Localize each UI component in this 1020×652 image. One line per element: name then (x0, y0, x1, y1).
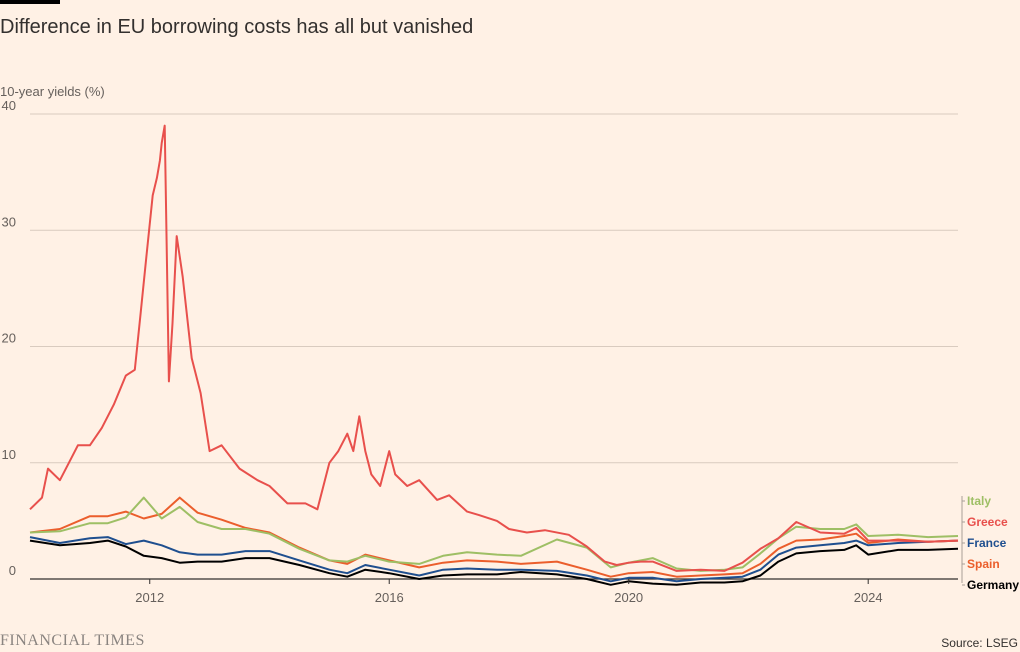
x-tick-label: 2016 (375, 590, 404, 605)
legend-label-france: France (967, 536, 1007, 550)
y-tick-label: 20 (2, 331, 16, 346)
x-tick-label: 2012 (135, 590, 164, 605)
y-tick-labels: 0 10 20 30 40 (2, 98, 16, 578)
legend-label-italy: Italy (967, 494, 991, 508)
x-tick-label: 2020 (614, 590, 643, 605)
series-lines (29, 124, 959, 586)
series-line-italy (29, 496, 959, 572)
ft-logo: FINANCIAL TIMES (0, 632, 145, 649)
y-tick-label: 40 (2, 98, 16, 113)
legend: Italy Greece France Spain Germany (961, 494, 1019, 592)
series-line-greece (29, 124, 959, 572)
x-tick-label: 2024 (854, 590, 883, 605)
legend-label-greece: Greece (967, 515, 1008, 529)
series-line-germany (29, 539, 959, 586)
y-tick-label: 10 (2, 447, 16, 462)
y-axis-label: 10-year yields (%) (0, 84, 105, 99)
y-tick-label: 0 (9, 563, 16, 578)
series-line-france (29, 536, 959, 583)
gridlines (30, 113, 958, 580)
chart-title: Difference in EU borrowing costs has all… (0, 16, 474, 38)
legend-label-spain: Spain (967, 557, 1000, 571)
y-tick-label: 30 (2, 214, 16, 229)
brand-top-bar (0, 0, 60, 4)
source-note: Source: LSEG (941, 636, 1018, 650)
series-line-spain (29, 496, 959, 578)
legend-label-germany: Germany (967, 578, 1019, 592)
x-tick-labels: 2012 2016 2020 2024 (135, 579, 883, 605)
